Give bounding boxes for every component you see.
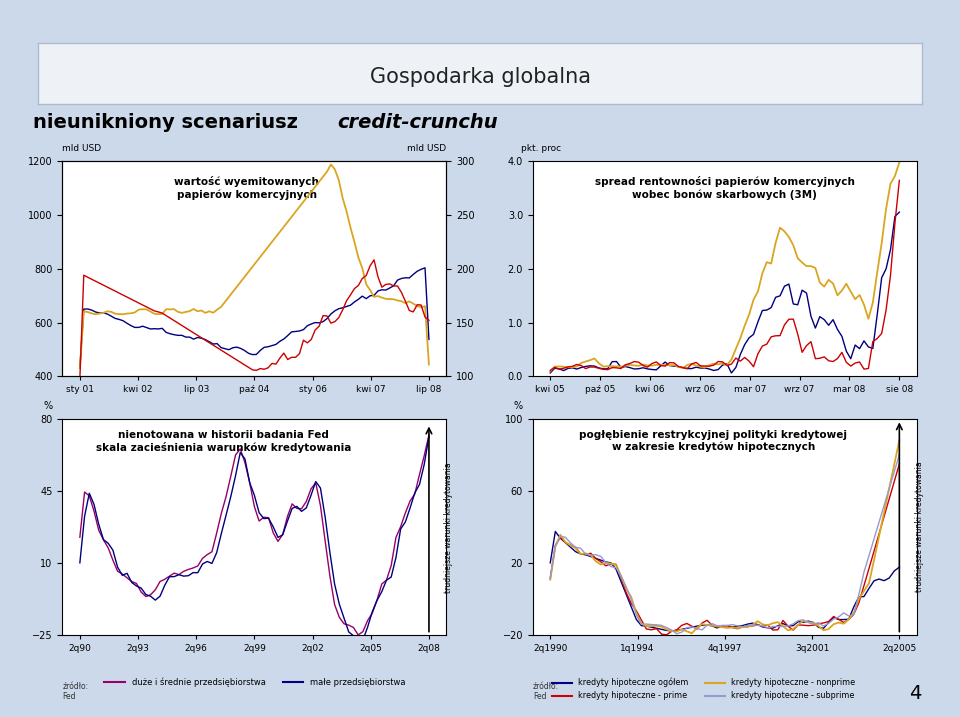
Text: nienotowana w historii badania Fed
skala zacieśnienia warunków kredytowania: nienotowana w historii badania Fed skala…: [96, 430, 351, 453]
Text: mld USD: mld USD: [62, 143, 102, 153]
Text: 4: 4: [909, 684, 922, 703]
Text: pkt. proc: pkt. proc: [521, 143, 562, 153]
Text: źródło:
Fed: źródło: Fed: [533, 682, 559, 701]
Text: %: %: [43, 401, 53, 411]
Text: źródło:
EcoWin: źródło: EcoWin: [62, 424, 90, 443]
Text: wartość wyemitowanych
papierów komercyjnych: wartość wyemitowanych papierów komercyjn…: [175, 176, 319, 199]
Text: źródło:
Fed: źródło: Fed: [62, 682, 88, 701]
Text: mld USD: mld USD: [407, 143, 446, 153]
Text: trudniejsze warunki kredytowania: trudniejsze warunki kredytowania: [915, 462, 924, 592]
Legend: duże i średnie przedsiębiorstwa, małe przedsiębiorstwa: duże i średnie przedsiębiorstwa, małe pr…: [101, 675, 409, 690]
Text: spread rentowności papierów komercyjnych
wobec bonów skarbowych (3M): spread rentowności papierów komercyjnych…: [595, 176, 854, 199]
Text: %: %: [514, 401, 523, 411]
Text: nieunikniony scenariusz: nieunikniony scenariusz: [33, 113, 304, 132]
Legend: kredyty hipoteczne ogółem, kredyty hipoteczne - prime, kredyty hipoteczne - nonp: kredyty hipoteczne ogółem, kredyty hipot…: [548, 675, 858, 703]
Text: źródło:
EcoWin: źródło: EcoWin: [533, 424, 561, 443]
Text: pogłębienie restrykcyjnej polityki kredytowej
w zakresie kredytów hipotecznych: pogłębienie restrykcyjnej polityki kredy…: [579, 430, 848, 452]
Text: credit-crunchu: credit-crunchu: [337, 113, 498, 132]
Text: Gospodarka globalna: Gospodarka globalna: [370, 67, 590, 87]
Text: trudniejsze warunki kredytowania: trudniejsze warunki kredytowania: [444, 462, 453, 594]
Legend: s finansowy (L), ABCP (L), s niefinansowy (P): s finansowy (L), ABCP (L), s niefinansow…: [101, 421, 400, 437]
Legend: s finansowy, ABCP, s niefinansowy: s finansowy, ABCP, s niefinansowy: [571, 417, 828, 432]
